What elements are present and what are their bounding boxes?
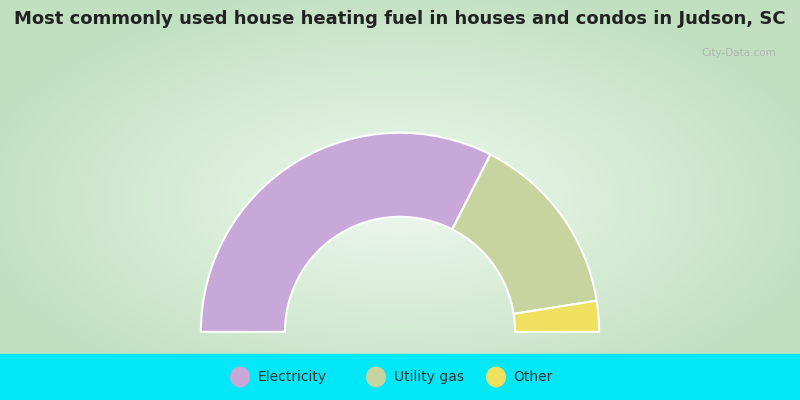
Text: City-Data.com: City-Data.com (702, 48, 776, 58)
Wedge shape (452, 154, 597, 314)
Text: Electricity: Electricity (258, 370, 326, 384)
Text: Other: Other (514, 370, 553, 384)
Ellipse shape (366, 367, 386, 387)
Ellipse shape (230, 367, 250, 387)
Ellipse shape (486, 367, 506, 387)
Wedge shape (514, 301, 599, 332)
Text: Utility gas: Utility gas (394, 370, 464, 384)
Text: Most commonly used house heating fuel in houses and condos in Judson, SC: Most commonly used house heating fuel in… (14, 10, 786, 28)
Wedge shape (201, 133, 490, 332)
